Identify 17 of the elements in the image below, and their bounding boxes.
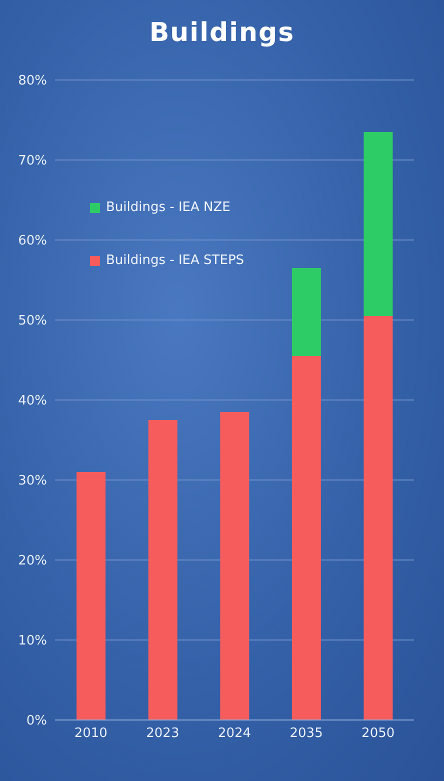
chart-title: Buildings: [148, 18, 296, 48]
x-tick-label: 2010: [74, 726, 108, 742]
x-tick-label: 2050: [362, 726, 395, 742]
x-tick-label: 2023: [146, 726, 180, 742]
y-tick-label: 80%: [18, 74, 47, 89]
x-tick-label: 2024: [218, 726, 252, 742]
y-tick-label: 30%: [18, 474, 47, 489]
x-tick-label: 2035: [290, 726, 323, 742]
y-tick-label: 0%: [26, 714, 47, 729]
y-tick-label: 10%: [18, 634, 47, 649]
y-tick-label: 70%: [18, 154, 47, 169]
y-tick-label: 20%: [18, 554, 47, 569]
y-tick-label: 50%: [18, 314, 47, 329]
y-tick-label: 40%: [18, 394, 47, 409]
legend-label: Buildings - IEA NZE: [106, 200, 230, 215]
legend-label: Buildings - IEA STEPS: [106, 253, 244, 268]
y-tick-label: 60%: [18, 234, 47, 249]
